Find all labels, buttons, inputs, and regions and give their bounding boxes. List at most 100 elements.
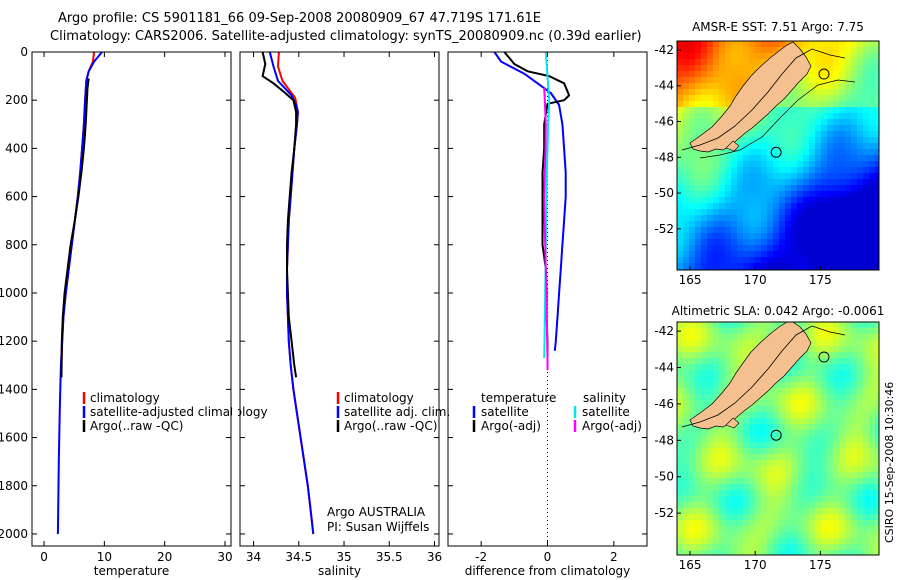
heatmap-cell — [809, 143, 816, 150]
heatmap-cell — [773, 514, 780, 521]
heatmap-cell — [845, 71, 852, 78]
heatmap-cell — [857, 71, 864, 78]
heatmap-cell — [719, 550, 726, 555]
heatmap-cell — [833, 334, 840, 341]
heatmap-cell — [743, 490, 750, 497]
heatmap-cell — [815, 185, 822, 192]
heatmap-cell — [749, 328, 756, 335]
heatmap-cell — [845, 215, 852, 222]
heatmap-cell — [845, 83, 852, 90]
heatmap-cell — [857, 520, 864, 527]
map-y-tick-label: -52 — [654, 506, 674, 520]
heatmap-cell — [851, 328, 858, 335]
heatmap-cell — [869, 239, 876, 246]
heatmap-cell — [797, 526, 804, 533]
heatmap-cell — [779, 502, 786, 509]
heatmap-cell — [737, 508, 744, 515]
heatmap-cell — [743, 430, 750, 437]
heatmap-cell — [677, 472, 684, 479]
heatmap-cell — [713, 191, 720, 198]
heatmap-cell — [869, 484, 876, 491]
heatmap-cell — [707, 203, 714, 210]
heatmap-cell — [857, 65, 864, 72]
heatmap-cell — [827, 131, 834, 138]
heatmap-cell — [677, 538, 684, 545]
heatmap-cell — [821, 197, 828, 204]
heatmap-cell — [815, 167, 822, 174]
heatmap-cell — [737, 424, 744, 431]
temperature-legend-overflow-mask — [232, 385, 238, 445]
heatmap-cell — [683, 472, 690, 479]
heatmap-cell — [857, 334, 864, 341]
heatmap-cell — [683, 502, 690, 509]
heatmap-cell — [785, 370, 792, 377]
legend-label-climatology: climatology — [90, 391, 160, 405]
heatmap-cell — [707, 221, 714, 228]
heatmap-cell — [731, 364, 738, 371]
heatmap-cell — [719, 514, 726, 521]
heatmap-cell — [815, 418, 822, 425]
heatmap-cell — [773, 382, 780, 389]
y-tick-label: 200 — [5, 93, 28, 107]
heatmap-cell — [797, 502, 804, 509]
heatmap-cell — [809, 550, 816, 555]
heatmap-cell — [779, 263, 786, 270]
heatmap-cell — [725, 442, 732, 449]
heatmap-cell — [869, 400, 876, 407]
heatmap-cell — [689, 388, 696, 395]
heatmap-cell — [839, 143, 846, 150]
heatmap-cell — [851, 239, 858, 246]
heatmap-cell — [815, 149, 822, 156]
heatmap-cell — [785, 221, 792, 228]
heatmap-cell — [815, 388, 822, 395]
heatmap-cell — [833, 233, 840, 240]
heatmap-cell — [695, 460, 702, 467]
heatmap-cell — [785, 460, 792, 467]
heatmap-cell — [845, 143, 852, 150]
heatmap-cell — [833, 113, 840, 120]
heatmap-cell — [833, 436, 840, 443]
heatmap-cell — [701, 203, 708, 210]
heatmap-cell — [719, 83, 726, 90]
heatmap-cell — [803, 412, 810, 419]
heatmap-cell — [815, 65, 822, 72]
heatmap-cell — [833, 460, 840, 467]
heatmap-cell — [689, 484, 696, 491]
heatmap-cell — [761, 233, 768, 240]
heatmap-cell — [689, 215, 696, 222]
heatmap-cell — [815, 59, 822, 66]
heatmap-cell — [695, 490, 702, 497]
heatmap-cell — [809, 442, 816, 449]
heatmap-cell — [827, 263, 834, 270]
heatmap-cell — [821, 83, 828, 90]
heatmap-cell — [869, 71, 876, 78]
heatmap-cell — [713, 47, 720, 54]
heatmap-cell — [701, 508, 708, 515]
heatmap-cell — [857, 89, 864, 96]
heatmap-cell — [851, 382, 858, 389]
heatmap-cell — [677, 478, 684, 485]
heatmap-cell — [791, 532, 798, 539]
heatmap-cell — [713, 394, 720, 401]
heatmap-cell — [875, 119, 879, 126]
heatmap-cell — [821, 41, 828, 48]
heatmap-cell — [749, 520, 756, 527]
banks-peninsula-land — [725, 140, 740, 152]
heatmap-cell — [797, 460, 804, 467]
heatmap-cell — [869, 364, 876, 371]
heatmap-cell — [857, 143, 864, 150]
heatmap-cell — [737, 161, 744, 168]
heatmap-cell — [815, 550, 822, 555]
heatmap-cell — [743, 263, 750, 270]
heatmap-cell — [833, 257, 840, 264]
heatmap-cell — [725, 41, 732, 48]
heatmap-cell — [713, 448, 720, 455]
heatmap-cell — [677, 394, 684, 401]
heatmap-cell — [677, 149, 684, 156]
heatmap-cell — [839, 239, 846, 246]
heatmap-cell — [719, 376, 726, 383]
heatmap-cell — [869, 322, 876, 329]
heatmap-cell — [725, 221, 732, 228]
heatmap-cell — [851, 95, 858, 102]
heatmap-cell — [803, 436, 810, 443]
